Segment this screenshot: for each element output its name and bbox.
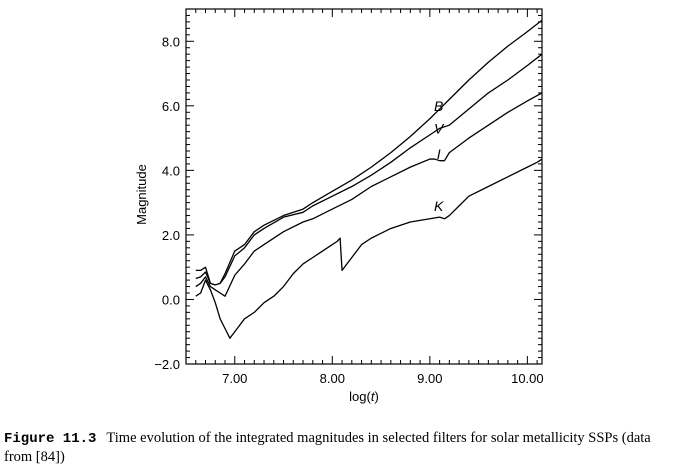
series-line-b (195, 19, 543, 286)
series-labels: BVI K (434, 98, 445, 214)
series-lines (195, 19, 543, 339)
x-tick-label: 8.00 (320, 371, 345, 386)
x-tick-label: 7.00 (222, 371, 247, 386)
series-line-i (195, 92, 543, 297)
tick-labels: 7.00 8.00 9.00 10.00 −2.0 0.0 2.0 4.0 6.0 8.0 (154, 34, 543, 386)
chart: 7.00 8.00 9.00 10.00 −2.0 0.0 2.0 4.0 6.0 8.0 BVI… (134, 8, 544, 404)
y-tick-label: 8.0 (162, 34, 180, 49)
x-tick-label: 9.00 (417, 371, 442, 386)
y-axis-label: Magnitude (134, 164, 149, 225)
series-line-v (195, 53, 543, 286)
x-axis-label-var: t (371, 389, 376, 404)
y-tick-label: 0.0 (162, 292, 180, 307)
x-tick-label: 10.00 (511, 371, 544, 386)
y-tick-label: −2.0 (154, 357, 180, 372)
plot-frame (185, 8, 543, 365)
x-axis-label: log(t) (349, 389, 379, 404)
figure-caption-label: Figure 11.3 (4, 431, 97, 447)
series-label-k: K (434, 198, 444, 214)
series-line-k (195, 158, 543, 339)
series-label-i: I (437, 146, 441, 162)
y-tick-label: 4.0 (162, 163, 180, 178)
series-label-v: V (434, 120, 445, 136)
series-label-b: B (434, 98, 443, 114)
figure-caption-text: Time evolution of the integrated magnitu… (4, 430, 651, 465)
y-tick-label: 6.0 (162, 99, 180, 114)
figure-caption: Figure 11.3 Time evolution of the integra… (4, 429, 672, 466)
axis-ticks (185, 8, 542, 365)
y-tick-label: 2.0 (162, 228, 180, 243)
